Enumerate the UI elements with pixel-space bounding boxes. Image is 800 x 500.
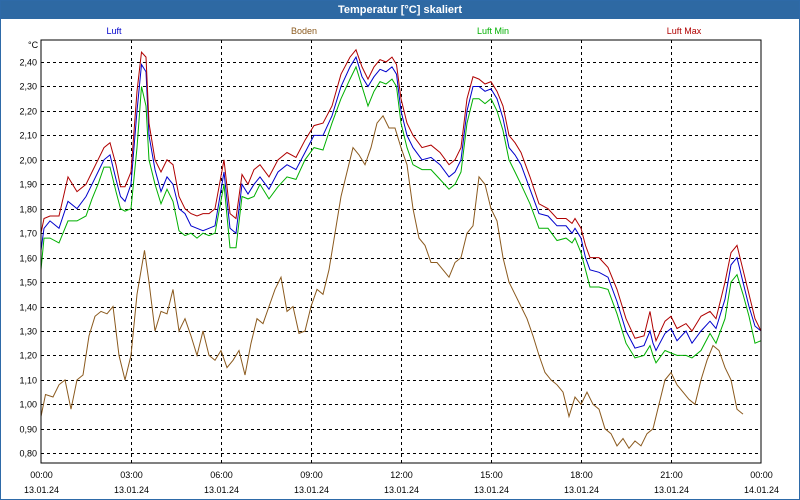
y-tick-label: 2,10 <box>19 131 37 141</box>
y-tick-label: 1,50 <box>19 278 37 288</box>
y-tick-label: 1,40 <box>19 303 37 313</box>
x-tick-time: 00:00 <box>750 470 773 480</box>
plot-frame <box>40 39 762 464</box>
x-tick-time: 09:00 <box>300 470 323 480</box>
grid <box>41 40 761 463</box>
legend-entry-luft-max: Luft Max <box>667 26 702 36</box>
x-axis-ticks: 00:00 13.01.24 03:00 13.01.24 06:00 13.01.24 0… <box>24 470 779 495</box>
x-tick-date: 13.01.24 <box>384 485 419 495</box>
x-tick-time: 21:00 <box>660 470 683 480</box>
y-axis-unit-label: °C <box>28 40 39 50</box>
x-tick-date: 13.01.24 <box>24 485 59 495</box>
y-tick-label: 2,40 <box>19 58 37 68</box>
y-tick-label: 1,30 <box>19 327 37 337</box>
series-line-luft-min <box>40 65 762 364</box>
y-tick-label: 1,10 <box>19 376 37 386</box>
series-line-luft <box>40 55 762 352</box>
legend-entry-boden: Boden <box>291 26 317 36</box>
y-tick-label: 0,80 <box>19 449 37 459</box>
y-tick-label: 2,20 <box>19 107 37 117</box>
y-tick-label: 1,20 <box>19 351 37 361</box>
x-tick-time: 03:00 <box>120 470 143 480</box>
x-tick-date: 13.01.24 <box>654 485 689 495</box>
x-tick-time: 15:00 <box>480 470 503 480</box>
y-tick-label: 1,00 <box>19 400 37 410</box>
y-axis-ticks: 0,80 0,90 1,00 1,10 1,20 1,30 1,40 1,50 1,60 1,70… <box>19 58 37 459</box>
x-tick-date: 13.01.24 <box>114 485 149 495</box>
series-lines <box>40 48 762 450</box>
x-tick-time: 18:00 <box>570 470 593 480</box>
legend: Luft Boden Luft Min Luft Max <box>106 26 701 36</box>
temperature-chart: Luft Boden Luft Min Luft Max °C 0,80 0,90 1,0… <box>19 26 779 495</box>
y-tick-label: 1,80 <box>19 205 37 215</box>
y-tick-label: 0,90 <box>19 425 37 435</box>
y-tick-label: 2,30 <box>19 82 37 92</box>
series-line-luft-max <box>40 48 762 343</box>
x-tick-date: 13.01.24 <box>294 485 329 495</box>
x-tick-date: 14.01.24 <box>744 485 779 495</box>
y-tick-label: 1,70 <box>19 229 37 239</box>
x-tick-time: 12:00 <box>390 470 413 480</box>
x-tick-time: 06:00 <box>210 470 233 480</box>
y-tick-label: 1,90 <box>19 180 37 190</box>
y-tick-label: 2,00 <box>19 156 37 166</box>
window-title: Temperatur [°C] skaliert <box>1 1 799 19</box>
series-line-boden <box>40 114 744 450</box>
y-tick-label: 1,60 <box>19 254 37 264</box>
x-tick-date: 13.01.24 <box>474 485 509 495</box>
legend-entry-luft-min: Luft Min <box>477 26 509 36</box>
legend-entry-luft: Luft <box>106 26 122 36</box>
x-tick-date: 13.01.24 <box>204 485 239 495</box>
x-tick-date: 13.01.24 <box>564 485 599 495</box>
x-tick-time: 00:00 <box>30 470 53 480</box>
